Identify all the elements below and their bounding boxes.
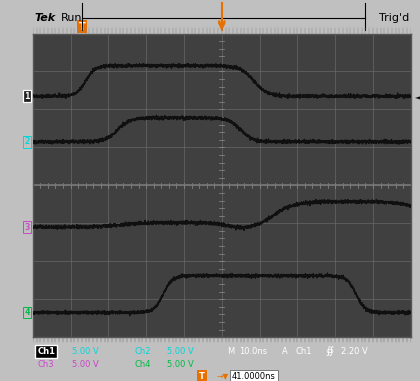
Text: T: T (199, 372, 205, 381)
Text: 5.00 V: 5.00 V (72, 347, 99, 356)
Text: Ch1: Ch1 (37, 347, 55, 356)
Text: A: A (282, 347, 288, 356)
Text: Tek: Tek (34, 13, 56, 24)
Text: 5.00 V: 5.00 V (72, 360, 99, 369)
Text: Ch2: Ch2 (135, 347, 151, 356)
Text: 41.0000ns: 41.0000ns (232, 372, 276, 381)
Text: 5.00 V: 5.00 V (167, 360, 194, 369)
Text: Trig'd: Trig'd (378, 13, 409, 24)
Text: Ch3: Ch3 (37, 360, 54, 369)
Text: Run: Run (61, 13, 83, 24)
Text: 2: 2 (24, 137, 30, 146)
Text: →▼: →▼ (217, 372, 229, 381)
Text: M: M (228, 347, 235, 356)
Text: T: T (79, 22, 85, 32)
Text: ◄: ◄ (415, 92, 420, 101)
Text: 4: 4 (24, 308, 30, 317)
Text: Ch1: Ch1 (296, 347, 312, 356)
Text: Ch4: Ch4 (135, 360, 151, 369)
Text: 3: 3 (24, 223, 30, 232)
Text: 1: 1 (24, 92, 30, 101)
Text: 10.0ns: 10.0ns (239, 347, 267, 356)
Text: ∯: ∯ (326, 346, 334, 356)
Text: 5.00 V: 5.00 V (167, 347, 194, 356)
Text: 2.20 V: 2.20 V (341, 347, 368, 356)
